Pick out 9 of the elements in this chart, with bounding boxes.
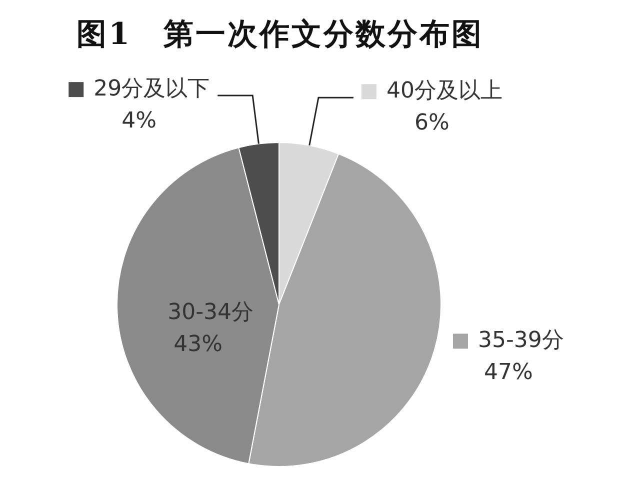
data-label: 4%: [122, 108, 157, 134]
data-label: 43%: [174, 332, 222, 357]
legend-label: 29分及以下: [94, 76, 210, 102]
data-label: 47%: [484, 360, 533, 385]
chart-title: 图1 第一次作文分数分布图: [76, 16, 484, 54]
legend-label: 40分及以上: [386, 78, 502, 104]
slice-label: 30-34分: [168, 300, 254, 325]
legend-label: 35-39分: [478, 328, 564, 353]
data-label: 6%: [414, 110, 450, 136]
